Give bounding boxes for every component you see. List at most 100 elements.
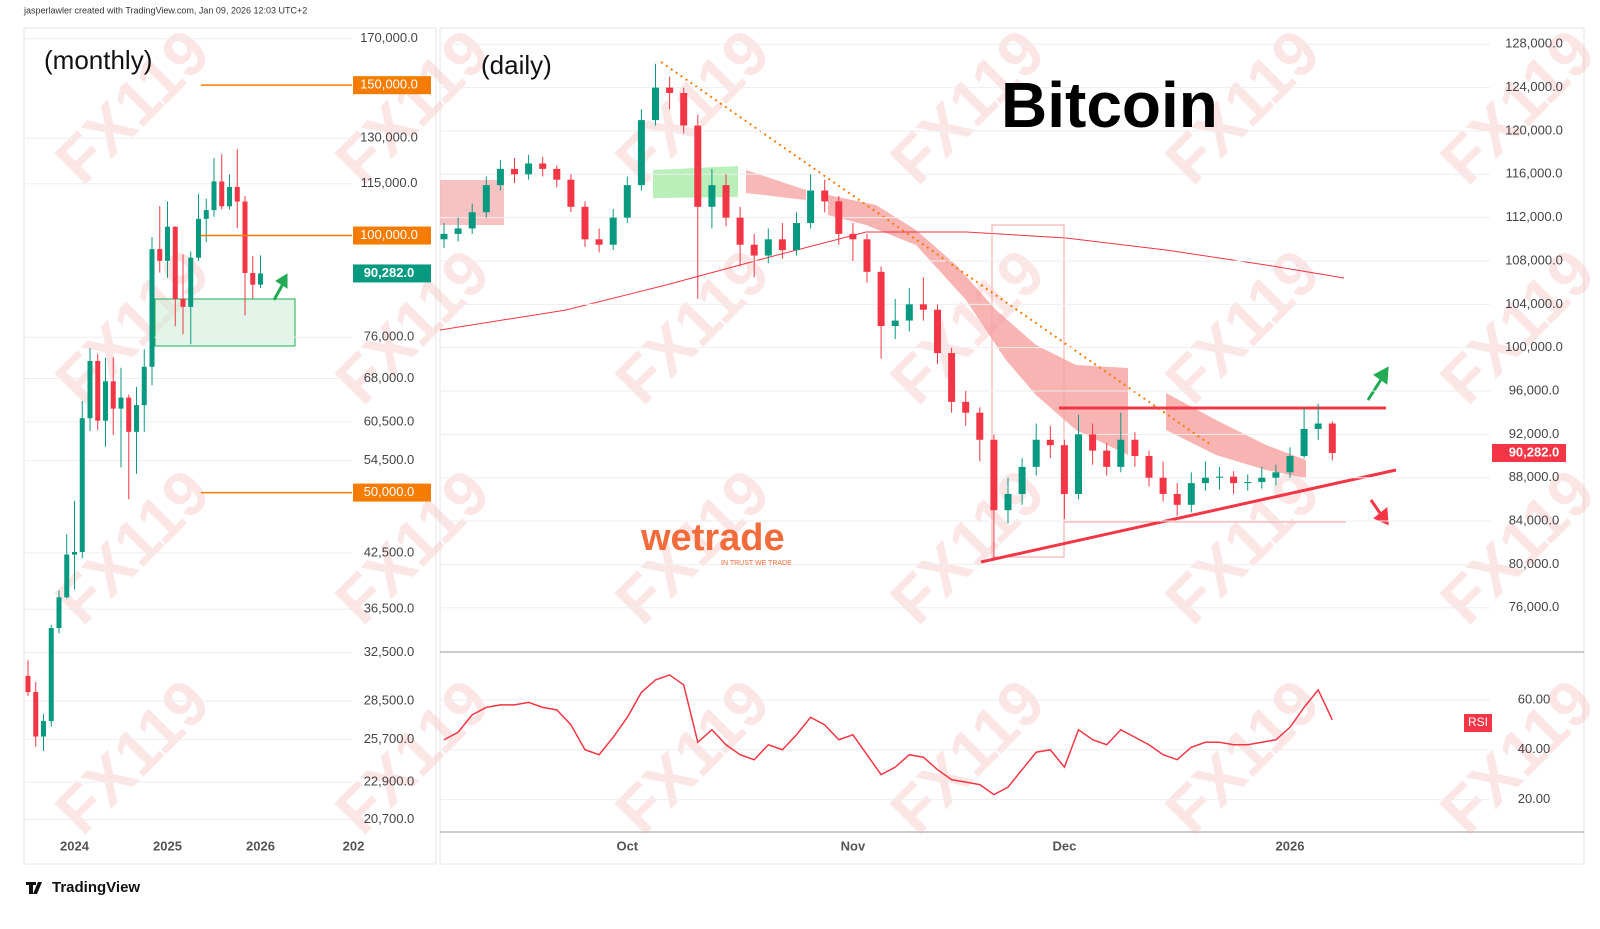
candle-body — [750, 244, 758, 256]
candle-body — [962, 401, 970, 413]
candle-body — [1103, 450, 1111, 467]
candle-body — [821, 190, 829, 202]
candle-body — [722, 185, 730, 218]
y-tick-label: 40.00 — [1518, 741, 1551, 756]
y-tick-label: 120,000.0 — [1505, 122, 1563, 137]
candle-body — [1258, 477, 1266, 483]
candle-body — [1018, 466, 1026, 494]
down-arrow — [1369, 499, 1389, 526]
y-tick-label: 68,000.0 — [364, 370, 415, 385]
last-price-box — [353, 264, 431, 283]
y-tick-label: 20,700.0 — [364, 811, 415, 826]
candle-body — [1173, 493, 1181, 505]
candle-body — [1159, 477, 1167, 494]
x-tick-label: Oct — [616, 838, 638, 853]
x-tick-label: Nov — [841, 838, 866, 853]
candle-body — [990, 439, 998, 511]
y-tick-label: 36,500.0 — [364, 601, 415, 616]
candle-body — [1004, 493, 1012, 511]
candle-body — [468, 212, 476, 229]
candle-body — [694, 125, 702, 207]
logo-name: wetrade — [640, 517, 785, 559]
y-tick-label: 170,000.0 — [360, 30, 418, 45]
level-label-box — [353, 76, 431, 95]
candle-body — [134, 405, 139, 432]
support-line — [980, 468, 1397, 564]
candle-body — [1300, 428, 1308, 457]
footer: TradingView — [52, 879, 140, 896]
candle-body — [595, 239, 603, 245]
candle-body — [496, 168, 504, 186]
y-tick-label: 22,900.0 — [364, 774, 415, 789]
y-tick-label: 20.00 — [1518, 791, 1551, 806]
candle-body — [553, 168, 561, 180]
candle-body — [708, 185, 716, 207]
candle-body — [258, 273, 263, 285]
y-tick-label: 104,000.0 — [1505, 296, 1563, 311]
y-tick-label: 100,000.0 — [1505, 339, 1563, 354]
y-tick-label: 60.00 — [1518, 691, 1551, 706]
x-tick-label: 2025 — [153, 838, 182, 853]
y-tick-label: 60,500.0 — [364, 413, 415, 428]
x-tick-label: Dec — [1052, 838, 1076, 853]
header: jasperlawler created with TradingView.co… — [23, 5, 307, 15]
x-tick-label: 2026 — [1276, 838, 1305, 853]
level-label-box — [353, 483, 431, 502]
candle-body — [525, 163, 533, 175]
candle-body — [149, 249, 155, 367]
x-tick-label: 2024 — [60, 838, 90, 853]
level-label: 150,000.0 — [360, 77, 418, 92]
y-tick-label: 28,500.0 — [364, 692, 415, 707]
candle-body — [482, 185, 490, 213]
candle-body — [242, 201, 248, 273]
candle-body — [1032, 439, 1040, 467]
candle-body — [1145, 456, 1153, 478]
candle-body — [976, 412, 984, 440]
candle-body — [203, 210, 209, 219]
candle-body — [948, 353, 956, 402]
rsi-line — [443, 674, 1333, 796]
candle-body — [539, 163, 547, 169]
candle-body — [440, 233, 448, 240]
candle-body — [196, 218, 201, 258]
pane-title: (daily) — [481, 50, 552, 80]
logo-tagline: IN TRUST WE TRADE — [721, 560, 792, 567]
background — [16, 0, 1584, 929]
candle-body — [764, 239, 772, 256]
candle-body — [250, 272, 256, 285]
candle-body — [1272, 472, 1280, 478]
candle-body — [64, 554, 70, 598]
candle-body — [1328, 423, 1336, 453]
candle-body — [778, 239, 786, 251]
x-tick-label: 202 — [343, 838, 365, 853]
candle-body — [623, 185, 631, 218]
candle-body — [736, 217, 744, 245]
x-tick-label: 2026 — [246, 838, 275, 853]
candle-body — [567, 179, 575, 207]
daily-plot — [440, 43, 1490, 801]
y-tick-label: 25,700.0 — [364, 731, 415, 746]
candle-body — [1286, 456, 1294, 473]
last-price-label: 90,282.0 — [1509, 444, 1560, 459]
y-tick-label: 88,000.0 — [1509, 469, 1560, 484]
monthly-frame — [23, 27, 437, 865]
candle-body — [454, 228, 462, 234]
y-tick-label: 112,000.0 — [1506, 209, 1563, 224]
y-tick-label: 116,000.0 — [1506, 166, 1563, 181]
y-tick-label: 108,000.0 — [1505, 252, 1563, 267]
y-tick-label: 130,000.0 — [360, 130, 418, 145]
candle-body — [1244, 482, 1252, 484]
y-tick-label: 80,000.0 — [1509, 556, 1560, 571]
y-tick-label: 42,500.0 — [364, 544, 415, 559]
y-tick-label: 128,000.0 — [1505, 36, 1563, 51]
candle-body — [25, 675, 31, 693]
y-tick-label: 92,000.0 — [1509, 426, 1560, 441]
candle-body — [891, 320, 899, 326]
last-price-label: 90,282.0 — [364, 265, 415, 280]
candle-body — [905, 304, 913, 321]
candle-body — [1060, 445, 1068, 494]
downtrend-line — [660, 61, 1212, 446]
up-arrow — [272, 273, 288, 301]
